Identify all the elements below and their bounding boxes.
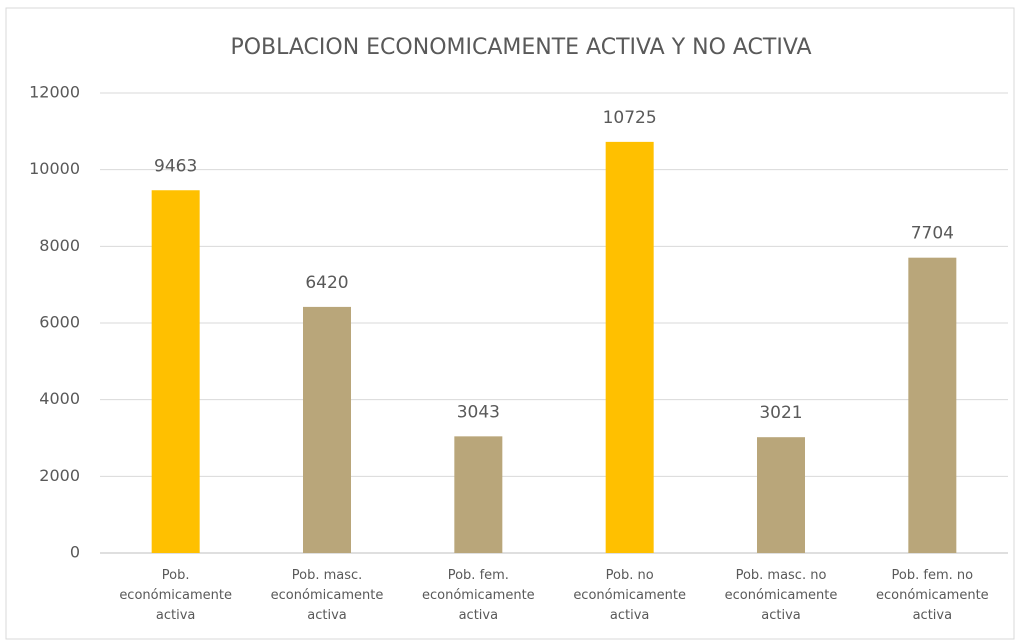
y-tick-label: 10000: [29, 159, 80, 178]
data-label: 3021: [759, 403, 802, 423]
bar: [908, 258, 956, 553]
y-tick-label: 8000: [39, 236, 80, 255]
chart-title: POBLACION ECONOMICAMENTE ACTIVA Y NO ACT…: [230, 35, 811, 60]
bar: [757, 437, 805, 553]
x-tick-label-box: Pob. masc. económicamente activa: [255, 566, 399, 636]
y-tick-label: 4000: [39, 389, 80, 408]
x-tick-label: Pob. económicamente activa: [104, 566, 248, 626]
chart: POBLACION ECONOMICAMENTE ACTIVA Y NO ACT…: [0, 0, 1020, 641]
x-tick-label-box: Pob. fem. económicamente activa: [406, 566, 550, 636]
x-tick-label: Pob. masc. económicamente activa: [255, 566, 399, 626]
data-label: 7704: [911, 224, 954, 244]
x-tick-label-box: Pob. económicamente activa: [104, 566, 248, 636]
x-tick-label-box: Pob. masc. no económicamente activa: [709, 566, 853, 636]
bar: [303, 307, 351, 553]
data-label: 6420: [305, 273, 348, 293]
y-tick-label: 2000: [39, 466, 80, 485]
bar: [606, 142, 654, 553]
data-label: 10725: [603, 108, 657, 128]
x-tick-label: Pob. no económicamente activa: [558, 566, 702, 626]
y-tick-label: 12000: [29, 83, 80, 102]
x-tick-label: Pob. fem. económicamente activa: [406, 566, 550, 626]
y-tick-label: 0: [70, 543, 80, 562]
page: {"chart_data": {"type": "bar", "title": …: [0, 0, 1020, 641]
bar: [152, 190, 200, 553]
bar: [454, 436, 502, 553]
x-tick-label-box: Pob. no económicamente activa: [558, 566, 702, 636]
y-tick-label: 6000: [39, 313, 80, 332]
data-label: 3043: [457, 402, 500, 422]
data-label: 9463: [154, 156, 197, 176]
x-tick-label: Pob. fem. no económicamente activa: [860, 566, 1004, 626]
x-tick-label-box: Pob. fem. no económicamente activa: [860, 566, 1004, 636]
x-tick-label: Pob. masc. no económicamente activa: [709, 566, 853, 626]
